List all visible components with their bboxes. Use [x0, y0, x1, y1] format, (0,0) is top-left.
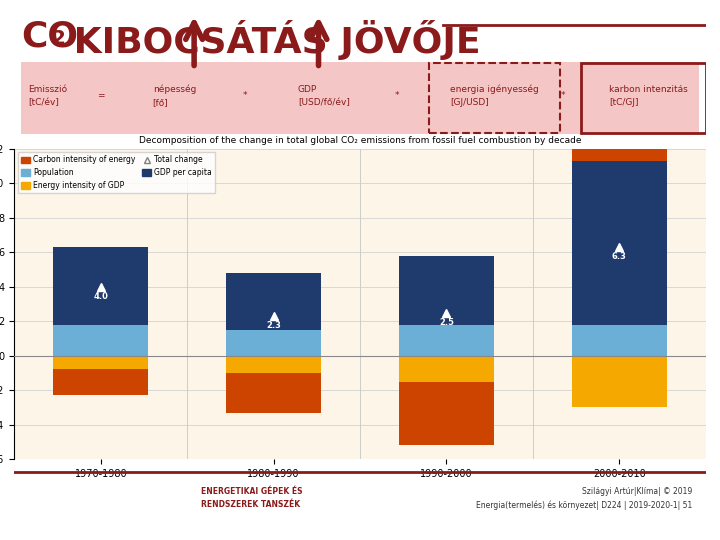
Bar — [226, 373, 321, 413]
Text: KIBOCSÁTÁS JÖVŐJE: KIBOCSÁTÁS JÖVŐJE — [61, 20, 481, 60]
Text: karbon intenzitás
[tC/GJ]: karbon intenzitás [tC/GJ] — [609, 85, 688, 107]
Bar — [399, 255, 494, 325]
Bar — [226, 356, 321, 373]
Bar — [399, 382, 494, 446]
Bar — [53, 356, 148, 369]
Title: Decomposition of the change in total global CO₂ emissions from fossil fuel combu: Decomposition of the change in total glo… — [139, 136, 581, 145]
Text: energia igényesség
[GJ/USD]: energia igényesség [GJ/USD] — [450, 84, 539, 107]
Text: 2.3: 2.3 — [266, 321, 281, 330]
Bar — [53, 369, 148, 395]
Text: 2.5: 2.5 — [439, 318, 454, 327]
Text: ENERGETIKAI GÉPEK ÉS
RENDSZEREK TANSZÉK: ENERGETIKAI GÉPEK ÉS RENDSZEREK TANSZÉK — [201, 487, 302, 510]
Bar — [572, 325, 667, 356]
Text: 6.3: 6.3 — [612, 252, 626, 261]
Bar — [399, 325, 494, 356]
Text: *: * — [243, 91, 247, 100]
Bar — [53, 247, 148, 325]
Legend: Carbon intensity of energy, Population, Energy intensity of GDP, Total change, G: Carbon intensity of energy, Population, … — [18, 152, 215, 193]
Text: 4.0: 4.0 — [94, 292, 108, 301]
Bar — [572, 161, 667, 325]
Bar — [399, 356, 494, 382]
Text: 2: 2 — [51, 29, 65, 48]
Text: Szilágyi Artúr|Klíma| © 2019
Energia(termelés) és környezet| D224 | 2019-2020-1|: Szilágyi Artúr|Klíma| © 2019 Energia(ter… — [475, 487, 692, 510]
Bar — [226, 273, 321, 330]
Text: népesség
[fő]: népesség [fő] — [153, 84, 196, 107]
Bar — [53, 325, 148, 356]
Text: *: * — [395, 91, 399, 100]
Bar — [226, 330, 321, 356]
FancyBboxPatch shape — [22, 62, 698, 134]
Text: =: = — [97, 91, 105, 100]
Text: *: * — [560, 91, 565, 100]
Bar — [572, 148, 667, 161]
Text: Emisszió
[tC/év]: Emisszió [tC/év] — [28, 85, 68, 107]
Text: CO: CO — [22, 20, 78, 54]
Text: GDP
[USD/fő/év]: GDP [USD/fő/év] — [298, 85, 350, 107]
Bar — [572, 356, 667, 407]
